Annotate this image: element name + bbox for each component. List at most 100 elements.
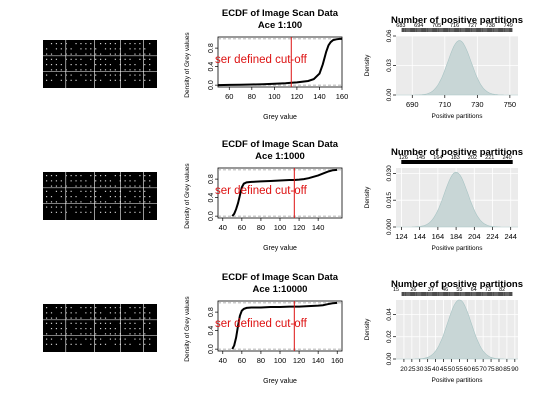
- scan-partition-dot: [100, 196, 102, 198]
- scan-partition-dot: [139, 312, 141, 314]
- ecdf-y-tick-label: 0.0: [208, 211, 215, 221]
- scan-partition-dot: [109, 333, 112, 335]
- scan-partition-dot: [46, 58, 48, 60]
- density-top-tick-label: 738: [486, 23, 495, 29]
- scan-partition-dot: [149, 338, 151, 340]
- scan-partition-dot: [109, 79, 112, 81]
- scan-partition-dot: [95, 64, 97, 66]
- scan-partition-dot: [149, 79, 151, 81]
- scan-partition-dot: [50, 43, 53, 45]
- scan-partition-dot: [144, 343, 146, 345]
- scan-partition-dot: [100, 206, 102, 208]
- scan-partition-dot: [65, 201, 67, 203]
- scan-partition-dot: [85, 53, 87, 55]
- scan-partition-dot: [109, 43, 112, 45]
- scan-partition-dot: [85, 322, 87, 324]
- scan-partition-dot: [100, 201, 102, 203]
- scan-partition-dot: [80, 64, 82, 66]
- density-x-tick-label: 40: [432, 366, 440, 373]
- scan-partition-dot: [50, 185, 53, 187]
- scan-partition-dot: [70, 322, 72, 324]
- scan-partition-dot: [114, 79, 116, 81]
- scan-partition-dot: [65, 196, 67, 198]
- scan-partition-dot: [124, 328, 126, 330]
- scan-partition-dot: [85, 79, 87, 81]
- scan-partition-dot: [100, 79, 102, 81]
- ecdf-y-axis-label: Density of Grey values: [184, 32, 191, 98]
- scan-partition-dot: [149, 312, 151, 314]
- scan-partition-dot: [100, 185, 102, 187]
- scan-partition-dot: [95, 48, 97, 50]
- scan-partition-dot: [55, 322, 58, 324]
- density-top-tick-label: 183: [451, 155, 460, 161]
- scan-partition-dot: [90, 53, 92, 55]
- scan-partition-dot: [80, 307, 82, 309]
- scan-partition-dot: [90, 43, 92, 45]
- scan-partition-dot: [50, 312, 53, 314]
- ecdf-x-tick-label: 120: [291, 92, 304, 101]
- density-y-tick-label: 0.06: [386, 29, 393, 42]
- ecdf-subtitle: Ace 1:10000: [253, 284, 308, 295]
- scan-partition-dot: [104, 206, 107, 208]
- scan-partition-dot: [60, 69, 62, 71]
- scan-partition-dot: [70, 64, 72, 66]
- ecdf-subtitle: Ace 1:100: [258, 20, 302, 31]
- scan-partition-dot: [144, 312, 146, 314]
- scan-partition-dot: [149, 64, 151, 66]
- scan-partition-dot: [95, 338, 97, 340]
- scan-partition-dot: [95, 175, 97, 177]
- scan-partition-dot: [144, 175, 146, 177]
- scan-partition-dot: [75, 175, 77, 177]
- scan-partition-dot: [109, 322, 112, 324]
- scan-partition-dot: [104, 201, 107, 203]
- density-y-tick-label: 0.00: [386, 88, 393, 101]
- density-top-tick-label: 46: [442, 287, 448, 293]
- scan-partition-dot: [114, 307, 116, 309]
- scan-partition-dot: [75, 338, 77, 340]
- scan-partition-dot: [134, 322, 136, 324]
- scan-partition-dot: [100, 69, 102, 71]
- scan-partition-dot: [80, 58, 82, 60]
- scan-partition-dot: [95, 206, 97, 208]
- scan-partition-dot: [65, 48, 67, 50]
- ecdf-x-tick-label: 100: [274, 356, 287, 365]
- scan-partition-dot: [85, 64, 87, 66]
- scan-partition-dot: [95, 307, 97, 309]
- scan-partition-dot: [114, 343, 116, 345]
- density-y-tick-label: 0.00: [386, 352, 393, 365]
- scan-partition-dot: [60, 74, 62, 76]
- scan-partition-dot: [139, 307, 141, 309]
- scan-partition-dot: [144, 190, 146, 192]
- scan-partition-dot: [139, 211, 141, 213]
- scan-partition-dot: [134, 328, 136, 330]
- scan-partition-dot: [50, 317, 53, 319]
- scan-partition-dot: [139, 317, 141, 319]
- scan-partition-dot: [50, 211, 53, 213]
- scan-partition-dot: [144, 79, 146, 81]
- scan-partition-dot: [95, 201, 97, 203]
- scan-partition-dot: [60, 185, 62, 187]
- scan-partition-dot: [109, 307, 112, 309]
- density-area: [396, 171, 518, 228]
- scan-partition-dot: [85, 43, 87, 45]
- density-top-tick-label: 716: [450, 23, 459, 29]
- density-top-tick-label: 683: [396, 23, 405, 29]
- scan-partition-dot: [60, 211, 62, 213]
- ecdf-y-tick-label: 0.0: [208, 80, 215, 90]
- scan-partition-dot: [46, 307, 48, 309]
- scan-partition-dot: [90, 74, 92, 76]
- scan-partition-dot: [50, 343, 53, 345]
- scan-partition-dot: [109, 206, 112, 208]
- scan-partition-dot: [129, 343, 131, 345]
- scan-partition-dot: [70, 74, 72, 76]
- scan-partition-dot: [104, 58, 107, 60]
- scan-partition-dot: [139, 201, 141, 203]
- ecdf-y-tick-label: 0.8: [208, 307, 215, 317]
- ecdf-x-tick-label: 40: [219, 223, 227, 232]
- scan-partition-dot: [80, 328, 82, 330]
- density-x-tick-label: 750: [504, 100, 517, 109]
- scan-partition-dot: [65, 185, 67, 187]
